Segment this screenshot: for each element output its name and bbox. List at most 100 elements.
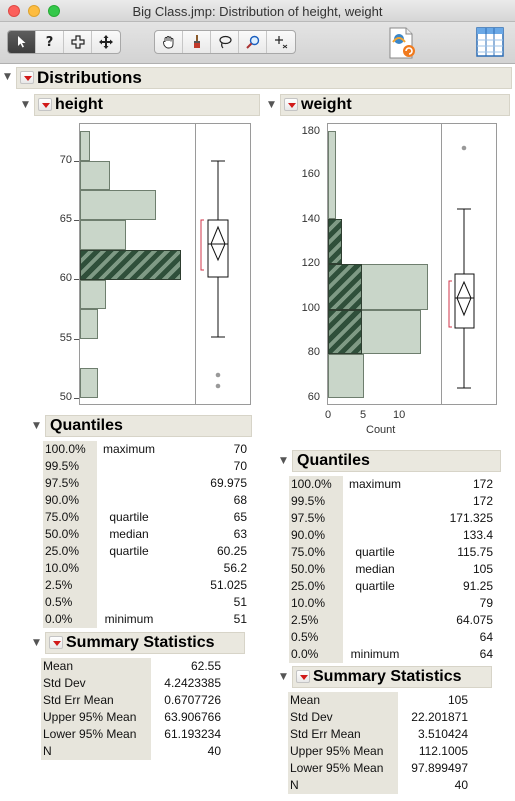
weight-menu-icon[interactable] (284, 98, 298, 111)
table-row: Upper 95% Mean 63.906766 (41, 709, 221, 726)
height-histogram-bar[interactable] (80, 131, 90, 161)
weight-summary-disclosure-icon[interactable]: ▼ (280, 672, 287, 682)
jmp-data-table-icon[interactable] (384, 26, 418, 60)
table-row: Mean 62.55 (41, 658, 221, 675)
table-row: 25.0% quartile 91.25 (289, 578, 493, 595)
weight-summary-title: Summary Statistics (313, 668, 462, 685)
brush-tool-icon[interactable] (183, 31, 211, 53)
help-tool-icon[interactable]: ? (36, 31, 64, 53)
weight-axis-tick: 160 (301, 168, 320, 180)
table-row: 97.5% 171.325 (289, 510, 493, 527)
height-histogram-bar[interactable] (80, 161, 110, 190)
height-quantiles-title: Quantiles (50, 417, 123, 434)
weight-disclosure-icon[interactable]: ▼ (268, 100, 275, 110)
table-row: N 40 (41, 743, 221, 760)
weight-title: weight (301, 96, 352, 113)
table-row: 99.5% 70 (43, 458, 247, 475)
zoom-window-button[interactable] (48, 5, 60, 17)
weight-plot-divider (441, 124, 442, 404)
weight-axis-tick: 60 (307, 391, 320, 403)
table-row: Lower 95% Mean 61.193234 (41, 726, 221, 743)
table-row: 0.0% minimum 64 (289, 646, 493, 663)
weight-count-axis (328, 404, 434, 405)
height-axis-tick: 55 (59, 332, 72, 344)
height-summary-header: Summary Statistics (45, 632, 245, 654)
height-outlier-box-plot[interactable] (196, 124, 250, 404)
tool-group-1: ? (7, 30, 121, 54)
weight-count-tick: 5 (360, 409, 367, 421)
table-row: 0.5% 51 (43, 594, 247, 611)
height-histogram-bar[interactable] (80, 368, 98, 398)
table-row: Mean 105 (288, 692, 468, 709)
table-row: 2.5% 51.025 (43, 577, 247, 594)
weight-quantiles-table: 100.0% maximum 172 99.5% 172 97.5% 171.325 9… (289, 476, 499, 664)
table-row: 100.0% maximum 172 (289, 476, 493, 493)
weight-histogram-bar[interactable] (328, 131, 336, 219)
grabber-tool-icon[interactable] (155, 31, 183, 53)
height-plot-divider (195, 124, 196, 404)
weight-histogram-bar-selected[interactable] (328, 264, 362, 310)
table-row: Std Err Mean 3.510424 (288, 726, 468, 743)
height-quantiles-header: Quantiles (45, 415, 252, 437)
table-row: Lower 95% Mean 97.899497 (288, 760, 468, 777)
weight-axis-tick: 140 (301, 213, 320, 225)
weight-count-tick: 0 (325, 409, 332, 421)
weight-histogram-bar-selected[interactable] (328, 219, 342, 264)
close-window-button[interactable] (8, 5, 20, 17)
distributions-menu-icon[interactable] (20, 71, 34, 84)
table-row: 99.5% 172 (289, 493, 493, 510)
height-summary-disclosure-icon[interactable]: ▼ (33, 638, 40, 648)
move-tool-icon[interactable] (92, 31, 120, 53)
weight-histogram-bar-selected[interactable] (328, 310, 362, 354)
table-row: 75.0% quartile 65 (43, 509, 247, 526)
weight-summary-menu-icon[interactable] (296, 670, 310, 683)
weight-count-axis-label: Count (366, 424, 396, 436)
selection-tool-icon[interactable] (64, 31, 92, 53)
height-disclosure-icon[interactable]: ▼ (22, 100, 29, 110)
weight-axis-tick: 80 (307, 346, 320, 358)
height-quantiles-disclosure-icon[interactable]: ▼ (33, 421, 40, 431)
arrow-tool-icon[interactable] (8, 31, 36, 53)
weight-axis-tick: 180 (301, 125, 320, 137)
height-summary-menu-icon[interactable] (49, 636, 63, 649)
weight-outlier-box-plot[interactable] (442, 124, 496, 404)
weight-quantiles-disclosure-icon[interactable]: ▼ (280, 456, 287, 466)
height-summary-table: Mean 62.55 Std Dev 4.2423385 Std Err Mean 0… (41, 658, 225, 761)
height-header: height (34, 94, 260, 116)
weight-header: weight (280, 94, 510, 116)
table-row: Std Dev 22.201871 (288, 709, 468, 726)
height-histogram-bar[interactable] (80, 309, 98, 339)
toolbar: ? (0, 22, 515, 64)
height-histogram-bar-selected[interactable] (80, 250, 181, 280)
height-histogram-bar[interactable] (80, 280, 106, 309)
magnifier-tool-icon[interactable] (239, 31, 267, 53)
weight-quantiles-header: Quantiles (292, 450, 501, 472)
crosshair-tool-icon[interactable] (267, 31, 295, 53)
distributions-disclosure-icon[interactable]: ▼ (4, 72, 11, 82)
table-row: Std Dev 4.2423385 (41, 675, 221, 692)
weight-histogram-bar[interactable] (328, 354, 364, 398)
minimize-window-button[interactable] (28, 5, 40, 17)
height-menu-icon[interactable] (38, 98, 52, 111)
height-axis-tick: 50 (59, 391, 72, 403)
table-row: 0.5% 64 (289, 629, 493, 646)
distributions-header: Distributions (16, 67, 512, 89)
weight-axis-tick: 100 (301, 302, 320, 314)
table-row: Std Err Mean 0.6707726 (41, 692, 221, 709)
height-histogram-bar[interactable] (80, 190, 156, 220)
lasso-tool-icon[interactable] (211, 31, 239, 53)
data-table-view-icon[interactable] (474, 26, 506, 58)
height-axis-tick: 70 (59, 154, 72, 166)
table-row: 97.5% 69.975 (43, 475, 247, 492)
height-histogram-bar[interactable] (80, 220, 126, 250)
weight-axis-tick: 120 (301, 257, 320, 269)
table-row: 50.0% median 105 (289, 561, 493, 578)
window-title: Big Class.jmp: Distribution of height, w… (132, 4, 383, 19)
distributions-title: Distributions (37, 68, 142, 87)
table-row: 90.0% 133.4 (289, 527, 493, 544)
weight-summary-table: Mean 105 Std Dev 22.201871 Std Err Mean 3.5… (288, 692, 472, 795)
tool-group-2 (154, 30, 296, 54)
height-quantiles-table: 100.0% maximum 70 99.5% 70 97.5% 69.975 90.0… (43, 441, 253, 629)
weight-summary-header: Summary Statistics (292, 666, 492, 688)
table-row: 50.0% median 63 (43, 526, 247, 543)
